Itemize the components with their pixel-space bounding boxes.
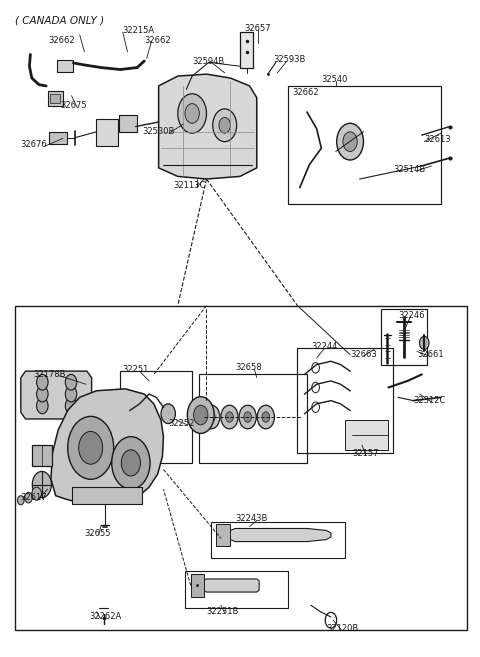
Text: 32675: 32675	[60, 101, 87, 110]
Circle shape	[36, 374, 48, 390]
Text: 32252: 32252	[168, 419, 194, 428]
Circle shape	[257, 405, 275, 429]
Text: 32231B: 32231B	[206, 607, 239, 616]
Text: ( CANADA ONLY ): ( CANADA ONLY )	[15, 15, 104, 25]
Circle shape	[219, 118, 230, 133]
Polygon shape	[21, 371, 92, 419]
Text: 32244: 32244	[312, 342, 338, 351]
Circle shape	[262, 412, 270, 422]
Circle shape	[185, 104, 199, 124]
Text: 32661: 32661	[417, 350, 444, 359]
Circle shape	[336, 124, 363, 160]
Text: 32215A: 32215A	[123, 26, 155, 35]
Text: 32617: 32617	[20, 493, 47, 502]
Circle shape	[178, 94, 206, 133]
Text: 32262A: 32262A	[89, 612, 121, 622]
Circle shape	[239, 405, 256, 429]
Circle shape	[65, 386, 77, 402]
Bar	[120, 116, 137, 132]
Circle shape	[244, 412, 252, 422]
Text: 32662: 32662	[293, 88, 319, 97]
Text: 32593B: 32593B	[274, 55, 306, 64]
Circle shape	[32, 487, 41, 500]
Polygon shape	[218, 528, 331, 541]
Text: 32658: 32658	[235, 363, 262, 373]
Circle shape	[32, 472, 51, 497]
Circle shape	[207, 412, 215, 422]
Bar	[48, 132, 67, 144]
Text: 32662: 32662	[48, 35, 75, 45]
Polygon shape	[51, 389, 163, 504]
Circle shape	[65, 374, 77, 390]
Bar	[240, 32, 253, 68]
Text: 32613: 32613	[424, 135, 451, 144]
Bar	[120, 371, 192, 463]
Circle shape	[17, 495, 24, 505]
Circle shape	[112, 437, 150, 489]
Bar	[199, 374, 307, 463]
Bar	[15, 306, 468, 630]
Circle shape	[221, 405, 238, 429]
Bar	[216, 524, 230, 546]
Bar	[185, 571, 288, 608]
Text: 32662: 32662	[144, 35, 171, 45]
Text: 32120B: 32120B	[326, 624, 359, 633]
Text: 32251: 32251	[123, 365, 149, 374]
Circle shape	[343, 132, 357, 152]
Circle shape	[121, 450, 141, 476]
Bar	[211, 522, 345, 558]
Bar	[32, 445, 52, 466]
Text: 32157: 32157	[352, 449, 379, 457]
Text: 32178B: 32178B	[33, 370, 66, 379]
Text: 32530B: 32530B	[142, 127, 174, 136]
Circle shape	[203, 405, 220, 429]
Text: 32312C: 32312C	[413, 396, 445, 405]
Circle shape	[79, 432, 103, 464]
Circle shape	[36, 398, 48, 414]
Circle shape	[193, 405, 208, 425]
Bar	[57, 60, 73, 72]
Text: 32246: 32246	[398, 311, 424, 320]
Bar	[72, 487, 142, 504]
Text: 32676: 32676	[20, 141, 47, 149]
Circle shape	[226, 412, 233, 422]
Text: 32113C: 32113C	[173, 181, 205, 190]
Circle shape	[68, 417, 114, 480]
Circle shape	[161, 404, 175, 424]
Circle shape	[24, 492, 32, 503]
Text: 32540: 32540	[322, 75, 348, 84]
Circle shape	[36, 386, 48, 402]
Bar	[345, 420, 388, 450]
Text: 32594B: 32594B	[192, 57, 224, 66]
Circle shape	[65, 398, 77, 414]
Text: 32657: 32657	[245, 24, 271, 33]
Bar	[50, 94, 60, 103]
Text: 32663: 32663	[350, 350, 377, 359]
Polygon shape	[193, 579, 259, 592]
Text: 32655: 32655	[84, 528, 111, 537]
Circle shape	[213, 109, 237, 142]
Bar	[48, 91, 63, 106]
Circle shape	[187, 397, 214, 434]
Bar	[381, 309, 427, 365]
Bar	[288, 86, 441, 204]
Bar	[191, 574, 204, 597]
Bar	[298, 348, 393, 453]
Circle shape	[420, 336, 429, 350]
Text: 32514B: 32514B	[393, 166, 425, 174]
Polygon shape	[158, 74, 257, 179]
Bar	[96, 119, 118, 147]
Text: 32243B: 32243B	[235, 514, 267, 523]
